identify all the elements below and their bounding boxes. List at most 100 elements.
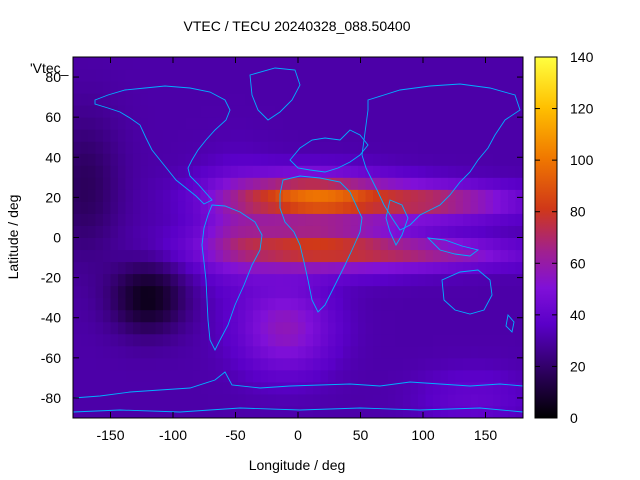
heatmap-cell — [103, 57, 111, 70]
heatmap-cell — [320, 105, 329, 118]
heatmap-cell — [328, 237, 336, 251]
heatmap-cell — [448, 345, 456, 359]
heatmap-cell — [148, 105, 156, 118]
heatmap-cell — [365, 165, 374, 178]
heatmap-cell — [418, 189, 426, 202]
heatmap-cell — [185, 333, 194, 347]
heatmap-cell — [260, 393, 269, 407]
heatmap-cell — [200, 69, 209, 82]
heatmap-cell — [388, 405, 396, 418]
heatmap-cell — [448, 201, 456, 214]
heatmap-cell — [508, 369, 516, 383]
heatmap-cell — [373, 153, 381, 166]
colorbar-tick-label: 120 — [570, 101, 594, 117]
heatmap-cell — [500, 333, 509, 347]
heatmap-cell — [268, 393, 276, 407]
heatmap-cell — [88, 141, 96, 154]
heatmap-cell — [230, 153, 239, 166]
heatmap-cell — [298, 273, 306, 287]
heatmap-cell — [320, 189, 329, 202]
heatmap-cell — [73, 261, 81, 275]
heatmap-cell — [223, 189, 231, 202]
heatmap-cell — [103, 213, 111, 226]
heatmap-cell — [470, 165, 479, 178]
heatmap-cell — [163, 357, 171, 371]
heatmap-cell — [208, 285, 216, 299]
heatmap-cell — [118, 201, 126, 214]
colorbar-gradient — [534, 56, 558, 419]
heatmap-cell — [395, 153, 404, 166]
heatmap-cell — [200, 297, 209, 311]
heatmap-cell — [238, 357, 246, 371]
heatmap-cell — [155, 393, 164, 407]
heatmap-cell — [118, 105, 126, 118]
heatmap-cell — [358, 309, 366, 323]
heatmap-cell — [470, 285, 479, 299]
heatmap-cell — [463, 381, 471, 395]
heatmap-cell — [125, 405, 134, 418]
heatmap-cell — [380, 69, 389, 82]
heatmap-cell — [395, 69, 404, 82]
heatmap-cell — [478, 69, 486, 82]
heatmap-cell — [260, 321, 269, 335]
heatmap-cell — [185, 153, 194, 166]
heatmap-cell — [395, 345, 404, 359]
heatmap-cell — [403, 81, 411, 94]
heatmap-cell — [455, 141, 464, 154]
heatmap-cell — [388, 225, 396, 238]
heatmap-cell — [365, 105, 374, 118]
heatmap-cell — [253, 189, 261, 202]
heatmap-cell — [478, 57, 486, 70]
heatmap-cell — [343, 297, 351, 311]
heatmap-cell — [358, 225, 366, 238]
heatmap-cell — [155, 237, 164, 251]
x-tick-label: -50 — [225, 427, 245, 443]
heatmap-cell — [215, 273, 224, 287]
heatmap-cell — [125, 357, 134, 371]
heatmap-cell — [125, 297, 134, 311]
heatmap-cell — [343, 93, 351, 106]
heatmap-cell — [425, 321, 434, 335]
heatmap-cell — [95, 129, 104, 142]
heatmap-cell — [478, 225, 486, 238]
heatmap-cell — [133, 345, 141, 359]
heatmap-cell — [163, 201, 171, 214]
heatmap-cell — [73, 141, 81, 154]
heatmap-cell — [305, 153, 314, 166]
heatmap-cell — [365, 297, 374, 311]
heatmap-cell — [253, 93, 261, 106]
heatmap-cell — [395, 333, 404, 347]
heatmap-cell — [493, 189, 501, 202]
heatmap-cell — [403, 285, 411, 299]
heatmap-cell — [238, 393, 246, 407]
heatmap-cell — [365, 69, 374, 82]
heatmap-cell — [110, 141, 119, 154]
heatmap-cell — [140, 81, 149, 94]
heatmap-cell — [455, 393, 464, 407]
heatmap-cell — [290, 153, 299, 166]
heatmap-cell — [245, 405, 254, 418]
heatmap-cell — [140, 369, 149, 383]
heatmap-cell — [103, 357, 111, 371]
heatmap-cell — [448, 381, 456, 395]
heatmap-cell — [433, 69, 441, 82]
heatmap-cell — [95, 177, 104, 190]
heatmap-cell — [298, 225, 306, 238]
heatmap-cell — [388, 165, 396, 178]
heatmap-cell — [95, 117, 104, 130]
heatmap-cell — [260, 177, 269, 190]
heatmap-cell — [110, 153, 119, 166]
heatmap-cell — [103, 333, 111, 347]
heatmap-cell — [230, 105, 239, 118]
heatmap-cell — [260, 345, 269, 359]
heatmap-cell — [433, 57, 441, 70]
heatmap-cell — [185, 141, 194, 154]
heatmap-cell — [373, 381, 381, 395]
heatmap-cell — [298, 357, 306, 371]
heatmap-cell — [403, 309, 411, 323]
heatmap-cell — [103, 273, 111, 287]
heatmap-cell — [200, 165, 209, 178]
heatmap-cell — [260, 105, 269, 118]
